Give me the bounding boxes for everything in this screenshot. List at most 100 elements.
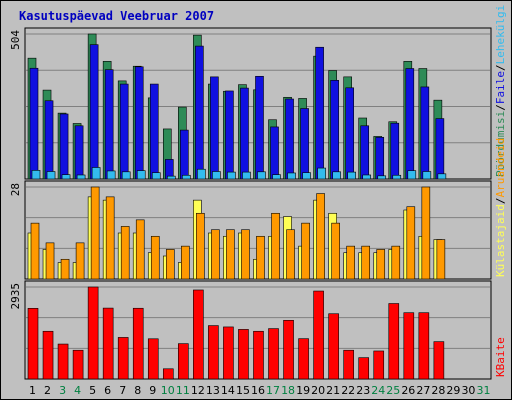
bar-Lehekülgi-day-23: [362, 174, 372, 180]
bar-Aruandeid-day-22: [346, 245, 355, 280]
bar-Lehekülgi-day-2: [46, 171, 56, 180]
bar-KBaite-day-24: [373, 350, 385, 380]
bar-Faile-day-4: [74, 125, 84, 180]
bar-Lehekülgi-day-18: [287, 172, 296, 180]
legend-entry: Lehekülgi: [494, 5, 507, 65]
legend-entry: Faile: [494, 71, 507, 104]
bar-Faile-day-28: [435, 118, 445, 180]
x-tick-label-day-3: 3: [59, 384, 66, 397]
bar-Faile-day-6: [104, 69, 114, 180]
bar-Faile-day-17: [270, 126, 279, 180]
bar-KBaite-day-15: [238, 329, 249, 380]
bar-Aruandeid-day-1: [30, 222, 40, 280]
bar-Lehekülgi-day-12: [197, 168, 206, 180]
x-tick-label-day-21: 21: [326, 384, 340, 397]
bar-Lehekülgi-day-5: [91, 167, 101, 180]
bar-Aruandeid-day-10: [165, 249, 175, 280]
bar-Lehekülgi-day-14: [227, 171, 236, 180]
bar-Faile-day-15: [240, 87, 249, 180]
x-tick-label-day-8: 8: [134, 384, 141, 397]
bar-Faile-day-20: [315, 46, 324, 180]
bar-Lehekülgi-day-9: [151, 172, 161, 180]
legend-entry: Aruandeid: [494, 138, 507, 198]
bar-Faile-day-27: [420, 86, 430, 180]
bar-Aruandeid-day-19: [301, 222, 310, 280]
y-max-label-panel-3: 2935: [9, 283, 22, 310]
bar-Faile-day-14: [225, 90, 234, 180]
bar-Faile-day-9: [149, 83, 159, 180]
bar-Aruandeid-day-21: [331, 222, 340, 280]
bar-Faile-day-16: [255, 75, 264, 180]
bar-KBaite-day-10: [162, 368, 174, 380]
bar-KBaite-day-6: [102, 307, 114, 380]
bar-Faile-day-24: [375, 136, 385, 180]
bar-Aruandeid-day-26: [406, 206, 416, 280]
x-tick-label-day-7: 7: [119, 384, 126, 397]
bar-Aruandeid-day-14: [226, 229, 235, 280]
bar-KBaite-day-21: [328, 313, 339, 380]
bar-KBaite-day-16: [253, 330, 264, 380]
bar-Aruandeid-day-28: [436, 239, 446, 280]
x-tick-label-day-5: 5: [89, 384, 96, 397]
x-tick-label-day-28: 28: [431, 384, 445, 397]
bar-Aruandeid-day-12: [196, 212, 205, 280]
bar-Aruandeid-day-2: [45, 242, 55, 280]
bar-KBaite-day-23: [358, 357, 370, 380]
bar-KBaite-day-13: [208, 325, 219, 380]
x-tick-label-day-25: 25: [386, 384, 400, 397]
bar-Lehekülgi-day-15: [242, 171, 251, 180]
bar-KBaite-day-18: [283, 319, 294, 380]
bar-KBaite-day-3: [57, 343, 69, 380]
bar-Lehekülgi-day-19: [302, 172, 311, 180]
bar-Aruandeid-day-16: [256, 235, 265, 280]
x-tick-label-day-13: 13: [206, 384, 220, 397]
bar-Lehekülgi-day-4: [76, 174, 86, 180]
chart-title: Kasutuspäevad Veebruar 2007: [19, 9, 215, 23]
bar-Lehekülgi-day-28: [437, 173, 447, 180]
bar-Faile-day-7: [119, 83, 129, 180]
bar-Aruandeid-day-17: [271, 212, 280, 280]
x-tick-label-day-6: 6: [104, 384, 111, 397]
bar-Faile-day-19: [300, 108, 309, 180]
x-tick-label-day-15: 15: [236, 384, 250, 397]
x-tick-label-day-14: 14: [221, 384, 235, 397]
bar-KBaite-day-20: [313, 290, 324, 380]
bar-Faile-day-13: [210, 76, 219, 180]
bar-Faile-day-23: [360, 125, 370, 180]
bar-Faile-day-26: [405, 68, 415, 180]
bar-Lehekülgi-day-24: [377, 175, 387, 180]
bar-KBaite-day-12: [193, 289, 204, 380]
y-max-label-panel-1: 504: [9, 30, 22, 50]
bar-Aruandeid-day-4: [75, 242, 85, 280]
bar-KBaite-day-27: [418, 312, 430, 380]
x-tick-label-day-10: 10: [161, 384, 175, 397]
x-tick-label-day-11: 11: [176, 384, 190, 397]
bar-Lehekülgi-day-6: [106, 170, 116, 180]
bar-Aruandeid-day-15: [241, 229, 250, 280]
bar-Faile-day-5: [89, 44, 99, 180]
bar-KBaite-day-28: [433, 341, 445, 380]
bar-Aruandeid-day-7: [120, 226, 130, 280]
bar-Lehekülgi-day-16: [257, 171, 266, 180]
bar-Aruandeid-day-25: [391, 245, 401, 280]
legend-entry: /: [494, 64, 507, 71]
x-tick-label-day-29: 29: [446, 384, 460, 397]
x-tick-label-day-2: 2: [44, 384, 51, 397]
bar-KBaite-day-5: [87, 286, 99, 380]
bar-Lehekülgi-day-8: [136, 170, 146, 180]
bar-Lehekülgi-day-7: [121, 171, 131, 180]
bar-Aruandeid-day-20: [316, 193, 325, 280]
x-tick-label-day-1: 1: [29, 384, 36, 397]
x-tick-label-day-24: 24: [371, 384, 385, 397]
bar-Lehekülgi-day-1: [31, 170, 41, 180]
bar-KBaite-day-8: [132, 307, 144, 380]
bar-Faile-day-22: [345, 87, 354, 180]
bar-KBaite-day-7: [117, 337, 129, 380]
bar-KBaite-day-14: [223, 326, 234, 380]
x-tick-label-day-26: 26: [401, 384, 415, 397]
bar-Faile-day-21: [330, 80, 339, 180]
x-tick-label-day-19: 19: [296, 384, 310, 397]
bar-Faile-day-11: [180, 129, 189, 180]
bar-Aruandeid-day-11: [181, 245, 190, 280]
